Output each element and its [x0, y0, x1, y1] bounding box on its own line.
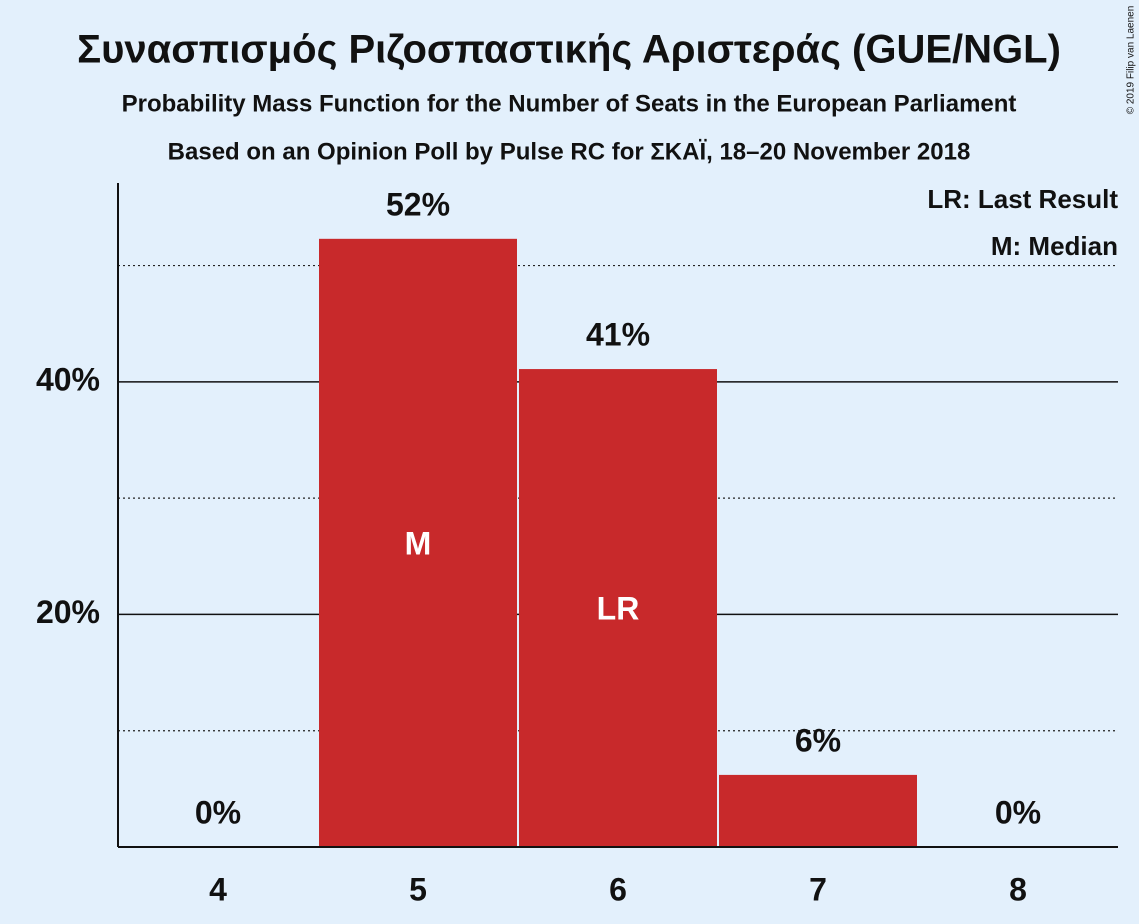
y-tick-label: 40% — [36, 361, 100, 397]
bar-annotation: LR — [597, 590, 640, 626]
value-label: 6% — [795, 722, 841, 758]
legend-entry: M: Median — [991, 231, 1118, 261]
legend-entry: LR: Last Result — [927, 184, 1118, 214]
chart-title: Συνασπισμός Ριζοσπαστικής Αριστεράς (GUE… — [77, 28, 1061, 72]
bar — [519, 369, 717, 847]
value-label: 52% — [386, 186, 450, 222]
x-tick-label: 8 — [1009, 871, 1027, 907]
value-label: 0% — [195, 794, 241, 830]
bar — [719, 774, 917, 847]
x-tick-label: 4 — [209, 871, 227, 907]
x-tick-label: 7 — [809, 871, 827, 907]
bar — [319, 238, 517, 847]
x-tick-label: 6 — [609, 871, 627, 907]
chart-subtitle: Based on an Opinion Poll by Pulse RC for… — [168, 138, 971, 165]
x-tick-label: 5 — [409, 871, 427, 907]
bar-annotation: M — [405, 525, 432, 561]
chart-subtitle: Probability Mass Function for the Number… — [122, 90, 1017, 117]
value-label: 0% — [995, 794, 1041, 830]
y-tick-label: 20% — [36, 594, 100, 630]
copyright: © 2019 Filip van Laenen — [1126, 6, 1137, 115]
value-label: 41% — [586, 317, 650, 353]
